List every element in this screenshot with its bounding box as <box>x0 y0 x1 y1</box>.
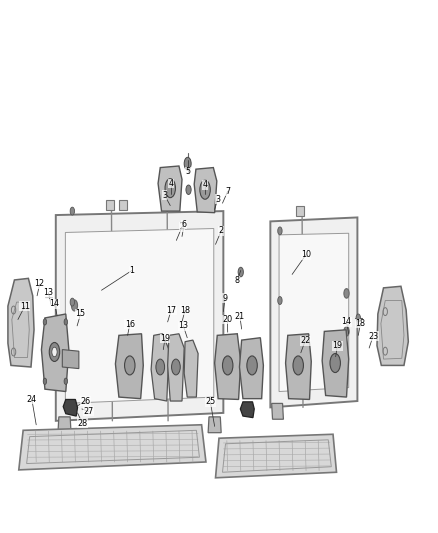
Polygon shape <box>151 334 169 401</box>
Text: 27: 27 <box>83 407 94 416</box>
Circle shape <box>49 343 60 361</box>
Polygon shape <box>208 417 221 433</box>
Circle shape <box>70 207 74 215</box>
Text: 2: 2 <box>219 227 224 236</box>
Polygon shape <box>215 434 336 478</box>
Polygon shape <box>62 350 79 369</box>
Polygon shape <box>8 278 34 367</box>
Polygon shape <box>65 229 214 403</box>
Polygon shape <box>272 403 283 419</box>
Text: 24: 24 <box>27 395 37 404</box>
Polygon shape <box>322 330 349 397</box>
Circle shape <box>247 356 257 375</box>
Polygon shape <box>279 233 349 392</box>
Circle shape <box>43 378 47 384</box>
Bar <box>119 200 127 209</box>
Polygon shape <box>240 402 254 418</box>
Text: 19: 19 <box>332 341 343 350</box>
Text: 6: 6 <box>182 220 187 229</box>
Circle shape <box>70 298 74 306</box>
Circle shape <box>184 157 191 170</box>
Circle shape <box>71 300 78 311</box>
Text: 13: 13 <box>43 288 53 297</box>
Text: 5: 5 <box>185 167 190 176</box>
Text: 18: 18 <box>356 319 365 328</box>
Circle shape <box>124 356 135 375</box>
Circle shape <box>356 314 360 322</box>
Polygon shape <box>56 211 223 421</box>
Circle shape <box>64 319 67 325</box>
Circle shape <box>165 179 176 198</box>
Bar <box>106 200 114 209</box>
Text: 28: 28 <box>77 419 88 427</box>
Polygon shape <box>42 314 69 392</box>
Text: 14: 14 <box>342 317 352 326</box>
Text: 9: 9 <box>223 294 228 303</box>
Text: 10: 10 <box>301 250 311 259</box>
Text: 25: 25 <box>205 397 215 406</box>
Circle shape <box>238 267 244 277</box>
Text: 12: 12 <box>35 279 45 288</box>
Circle shape <box>200 180 210 199</box>
Polygon shape <box>158 166 182 211</box>
Text: 23: 23 <box>368 332 378 341</box>
Text: 16: 16 <box>125 320 135 329</box>
Circle shape <box>293 356 304 375</box>
Circle shape <box>278 227 282 235</box>
Bar <box>297 206 304 216</box>
Text: 1: 1 <box>130 266 134 275</box>
Polygon shape <box>194 167 217 213</box>
Polygon shape <box>270 217 357 407</box>
Circle shape <box>172 359 180 375</box>
Circle shape <box>186 185 191 195</box>
Circle shape <box>52 347 57 357</box>
Text: 19: 19 <box>160 334 170 343</box>
Polygon shape <box>63 399 78 416</box>
Text: 11: 11 <box>20 302 30 311</box>
Polygon shape <box>240 338 263 399</box>
Circle shape <box>156 359 165 375</box>
Polygon shape <box>377 286 408 366</box>
Text: 3: 3 <box>162 191 167 200</box>
Polygon shape <box>168 334 184 401</box>
Text: 4: 4 <box>169 179 173 188</box>
Circle shape <box>330 353 340 373</box>
Circle shape <box>344 289 349 298</box>
Text: 14: 14 <box>49 299 60 308</box>
Circle shape <box>43 319 47 325</box>
Circle shape <box>344 327 349 336</box>
Text: 26: 26 <box>80 397 91 406</box>
Text: 8: 8 <box>235 276 240 285</box>
Text: 15: 15 <box>75 310 86 319</box>
Text: 21: 21 <box>235 312 245 321</box>
Polygon shape <box>286 334 311 399</box>
Polygon shape <box>184 340 198 397</box>
Circle shape <box>64 378 67 384</box>
Text: 4: 4 <box>202 181 207 190</box>
Circle shape <box>278 296 282 304</box>
Polygon shape <box>215 334 241 399</box>
Text: 13: 13 <box>178 321 188 330</box>
Text: 20: 20 <box>222 315 232 324</box>
Circle shape <box>223 356 233 375</box>
Text: 3: 3 <box>215 195 220 204</box>
Text: 22: 22 <box>300 336 310 345</box>
Text: 18: 18 <box>180 305 190 314</box>
Text: 2: 2 <box>180 222 184 231</box>
Text: 7: 7 <box>225 187 230 196</box>
Polygon shape <box>58 417 71 433</box>
Polygon shape <box>19 425 206 470</box>
Text: 17: 17 <box>166 305 176 314</box>
Polygon shape <box>116 334 143 399</box>
